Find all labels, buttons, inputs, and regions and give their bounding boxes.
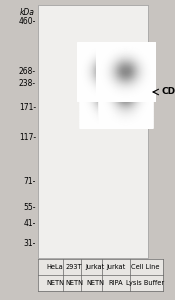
Text: Jurkat: Jurkat <box>85 264 105 270</box>
Text: 117-: 117- <box>19 134 36 142</box>
Text: 55-: 55- <box>23 202 36 211</box>
Text: Cell Line: Cell Line <box>131 264 159 270</box>
Bar <box>38 259 163 291</box>
Text: CD45: CD45 <box>161 88 175 97</box>
Text: NETN: NETN <box>65 280 83 286</box>
Text: 268-: 268- <box>19 68 36 76</box>
Bar <box>38 5 148 258</box>
Text: NETN: NETN <box>46 280 64 286</box>
Text: Lysis Buffer: Lysis Buffer <box>126 280 164 286</box>
Text: 171-: 171- <box>19 103 36 112</box>
Text: kDa: kDa <box>20 8 35 17</box>
Text: Jurkat: Jurkat <box>106 264 126 270</box>
Text: 71-: 71- <box>24 178 36 187</box>
Text: 238-: 238- <box>19 79 36 88</box>
Text: 31-: 31- <box>24 239 36 248</box>
Text: 293T: 293T <box>66 264 82 270</box>
Text: RIPA: RIPA <box>109 280 123 286</box>
Text: 41-: 41- <box>24 220 36 229</box>
Text: 460-: 460- <box>19 17 36 26</box>
Text: HeLa: HeLa <box>47 264 63 270</box>
Text: NETN: NETN <box>86 280 104 286</box>
